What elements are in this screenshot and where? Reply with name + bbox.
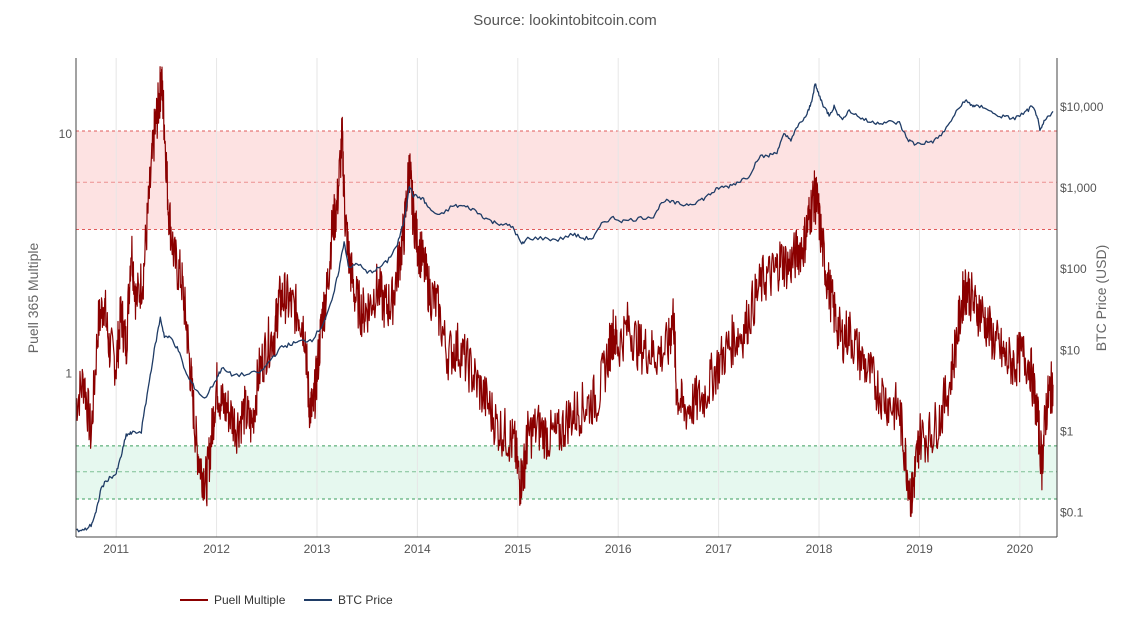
legend-label: BTC Price xyxy=(338,593,393,607)
left-tick-label: 1 xyxy=(65,367,72,381)
chart-subtitle: Source: lookintobitcoin.com xyxy=(473,12,656,29)
x-tick-label: 2015 xyxy=(504,542,531,556)
x-tick-label: 2018 xyxy=(806,542,833,556)
x-tick-label: 2017 xyxy=(705,542,732,556)
x-tick-label: 2020 xyxy=(1006,542,1033,556)
band-1 xyxy=(76,445,1057,500)
right-tick-label: $1,000 xyxy=(1060,181,1097,195)
series-line-puell-multiple xyxy=(75,66,1054,518)
x-tick-label: 2011 xyxy=(103,542,129,556)
series-lines xyxy=(75,66,1054,533)
x-tick-label: 2019 xyxy=(906,542,933,556)
x-tick-label: 2014 xyxy=(404,542,431,556)
left-tick-label: 10 xyxy=(59,127,73,141)
right-tick-label: $1 xyxy=(1060,424,1074,438)
legend[interactable]: Puell Multiple BTC Price xyxy=(180,593,393,607)
x-tick-label: 2016 xyxy=(605,542,632,556)
x-tick-labels: 2011 2012 2013 2014 2015 2016 2017 2018 2019 2020 xyxy=(103,542,1033,556)
right-axis-title: BTC Price (USD) xyxy=(1093,245,1109,352)
x-tick-label: 2012 xyxy=(203,542,230,556)
band-0 xyxy=(76,131,1057,230)
right-tick-label: $10,000 xyxy=(1060,100,1104,114)
left-axis-title: Puell 365 Multiple xyxy=(25,243,41,354)
right-tick-label: $0.1 xyxy=(1060,506,1084,520)
legend-label: Puell Multiple xyxy=(214,593,286,607)
left-tick-labels: 1 10 xyxy=(59,127,73,381)
right-tick-labels: $0.1 $1 $10 $100 $1,000 $10,000 xyxy=(1060,100,1104,520)
right-tick-label: $100 xyxy=(1060,262,1087,276)
series-line-btc-price xyxy=(75,83,1054,533)
zone-bands xyxy=(76,130,1057,500)
right-tick-label: $10 xyxy=(1060,343,1080,357)
x-tick-label: 2013 xyxy=(304,542,331,556)
x-gridlines xyxy=(115,58,1021,537)
